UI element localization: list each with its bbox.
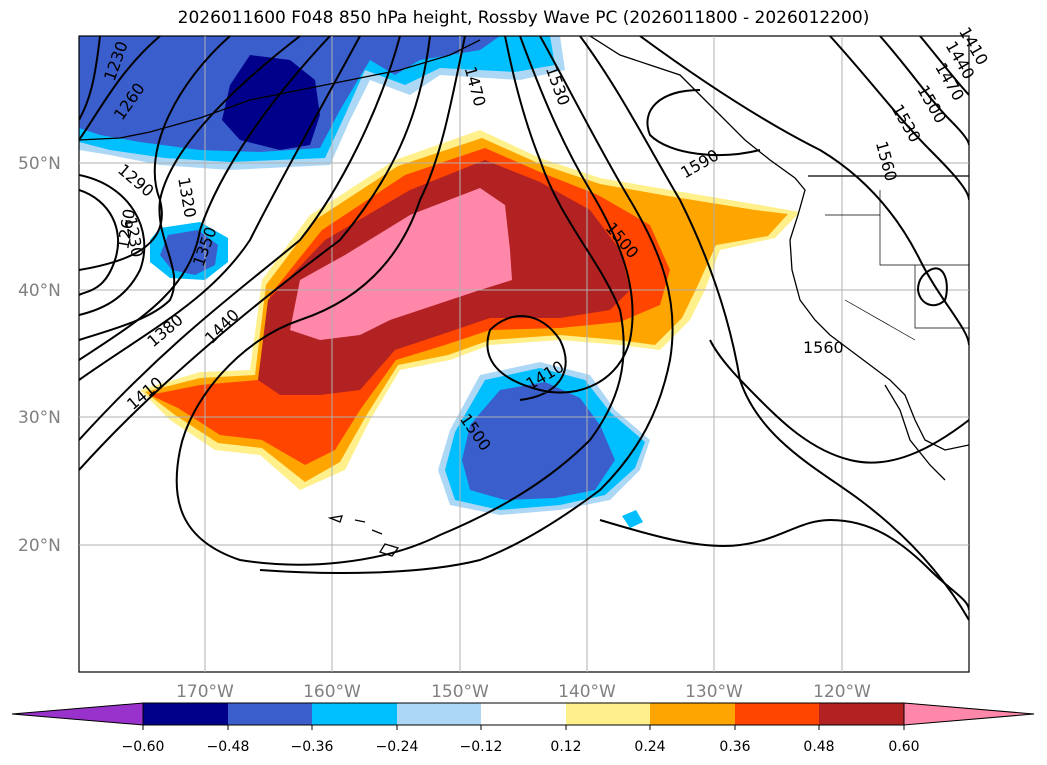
contour-1260-w xyxy=(79,174,146,316)
colorbar-tick-label: 0.24 xyxy=(634,739,665,755)
lon-label: 160°W xyxy=(303,682,361,702)
contour-1440 xyxy=(79,36,431,471)
contour-1410 xyxy=(79,36,401,441)
colorbar-extend-high xyxy=(903,702,1035,726)
contour-1500-inner xyxy=(486,36,634,401)
contour-label: 1320 xyxy=(174,176,200,219)
hawaii-islands xyxy=(327,515,400,557)
contour-label: 1440 xyxy=(201,305,243,347)
gridlines xyxy=(79,36,969,672)
neg-region-dark xyxy=(222,55,320,150)
contour-1290-nw xyxy=(79,36,231,271)
contour-closed-east xyxy=(916,267,948,307)
state-borders xyxy=(825,190,969,341)
colorbar-tick-label: 0.60 xyxy=(888,739,919,755)
contour-1590 xyxy=(646,89,761,156)
colorbar-tick-label: −0.48 xyxy=(207,739,250,755)
colorbar-segment xyxy=(312,703,397,725)
colorbar-segment xyxy=(650,703,735,725)
contour-1380 xyxy=(79,36,361,381)
colorbar-tick-label: 0.12 xyxy=(550,739,581,755)
latitude-labels: 50°N 40°N 30°N 20°N xyxy=(18,154,61,556)
contour-1230-w xyxy=(79,189,120,296)
neg-small-blue xyxy=(160,230,218,275)
contour-label: 1530 xyxy=(888,101,925,146)
colorbar-segment xyxy=(397,703,481,725)
colorbar-segment xyxy=(819,703,904,725)
colorbar-segment xyxy=(566,703,650,725)
shaded-field xyxy=(79,36,800,528)
contour-east-3 xyxy=(919,36,969,96)
contour-1560 xyxy=(639,36,969,346)
baja-coast xyxy=(884,384,946,481)
lon-label: 150°W xyxy=(431,682,489,702)
contour-1560-se xyxy=(709,339,969,464)
contour-east-2 xyxy=(879,36,969,146)
contour-south xyxy=(599,518,969,611)
contour-1470 xyxy=(175,36,625,566)
alaska-coast xyxy=(79,39,481,141)
colorbar-segment xyxy=(735,703,819,725)
lat-label: 50°N xyxy=(18,154,61,174)
lon-label: 140°W xyxy=(558,682,616,702)
colorbar-segment xyxy=(228,703,312,725)
colorbar-tick-label: 0.48 xyxy=(803,739,834,755)
contour-1260-nw xyxy=(79,36,161,141)
colorbar-ticks xyxy=(142,725,905,730)
contour-1500 xyxy=(259,36,674,574)
pos-pink xyxy=(290,188,512,340)
contour-label: 1560 xyxy=(872,139,901,183)
contour-label: 1560 xyxy=(803,338,844,357)
lon-label: 130°W xyxy=(685,682,743,702)
lat-label: 20°N xyxy=(18,536,61,556)
contour-label: 1380 xyxy=(143,310,186,351)
colorbar: −0.60 −0.48 −0.36 −0.24 −0.12 0.12 0.24 … xyxy=(11,702,1035,755)
map-frame xyxy=(78,35,970,673)
contour-east-1 xyxy=(829,36,969,201)
colorbar-segment xyxy=(481,703,566,725)
north-america-coast xyxy=(589,36,969,451)
lon-label: 170°W xyxy=(176,682,234,702)
colorbar-frame xyxy=(142,702,905,726)
colorbar-tick-label: −0.24 xyxy=(376,739,419,755)
page-title: 2026011600 F048 850 hPa height, Rossby W… xyxy=(177,8,870,28)
lat-label: 30°N xyxy=(18,408,61,428)
coastlines xyxy=(79,36,969,557)
lon-label: 120°W xyxy=(813,682,871,702)
neg-tiny-sky xyxy=(622,510,643,528)
lat-label: 40°N xyxy=(18,281,61,301)
height-contours xyxy=(79,36,969,621)
contour-1230-nw xyxy=(79,36,101,121)
colorbar-tick-label: −0.36 xyxy=(291,739,334,755)
colorbar-tick-label: −0.60 xyxy=(122,739,165,755)
longitude-labels: 170°W 160°W 150°W 140°W 130°W 120°W xyxy=(176,682,871,702)
colorbar-segment xyxy=(143,703,228,725)
neg-south-blue xyxy=(462,382,615,500)
colorbar-tick-label: −0.12 xyxy=(460,739,503,755)
colorbar-tick-label: 0.36 xyxy=(719,739,750,755)
contour-1350 xyxy=(79,36,331,361)
colorbar-extend-low xyxy=(11,702,144,726)
